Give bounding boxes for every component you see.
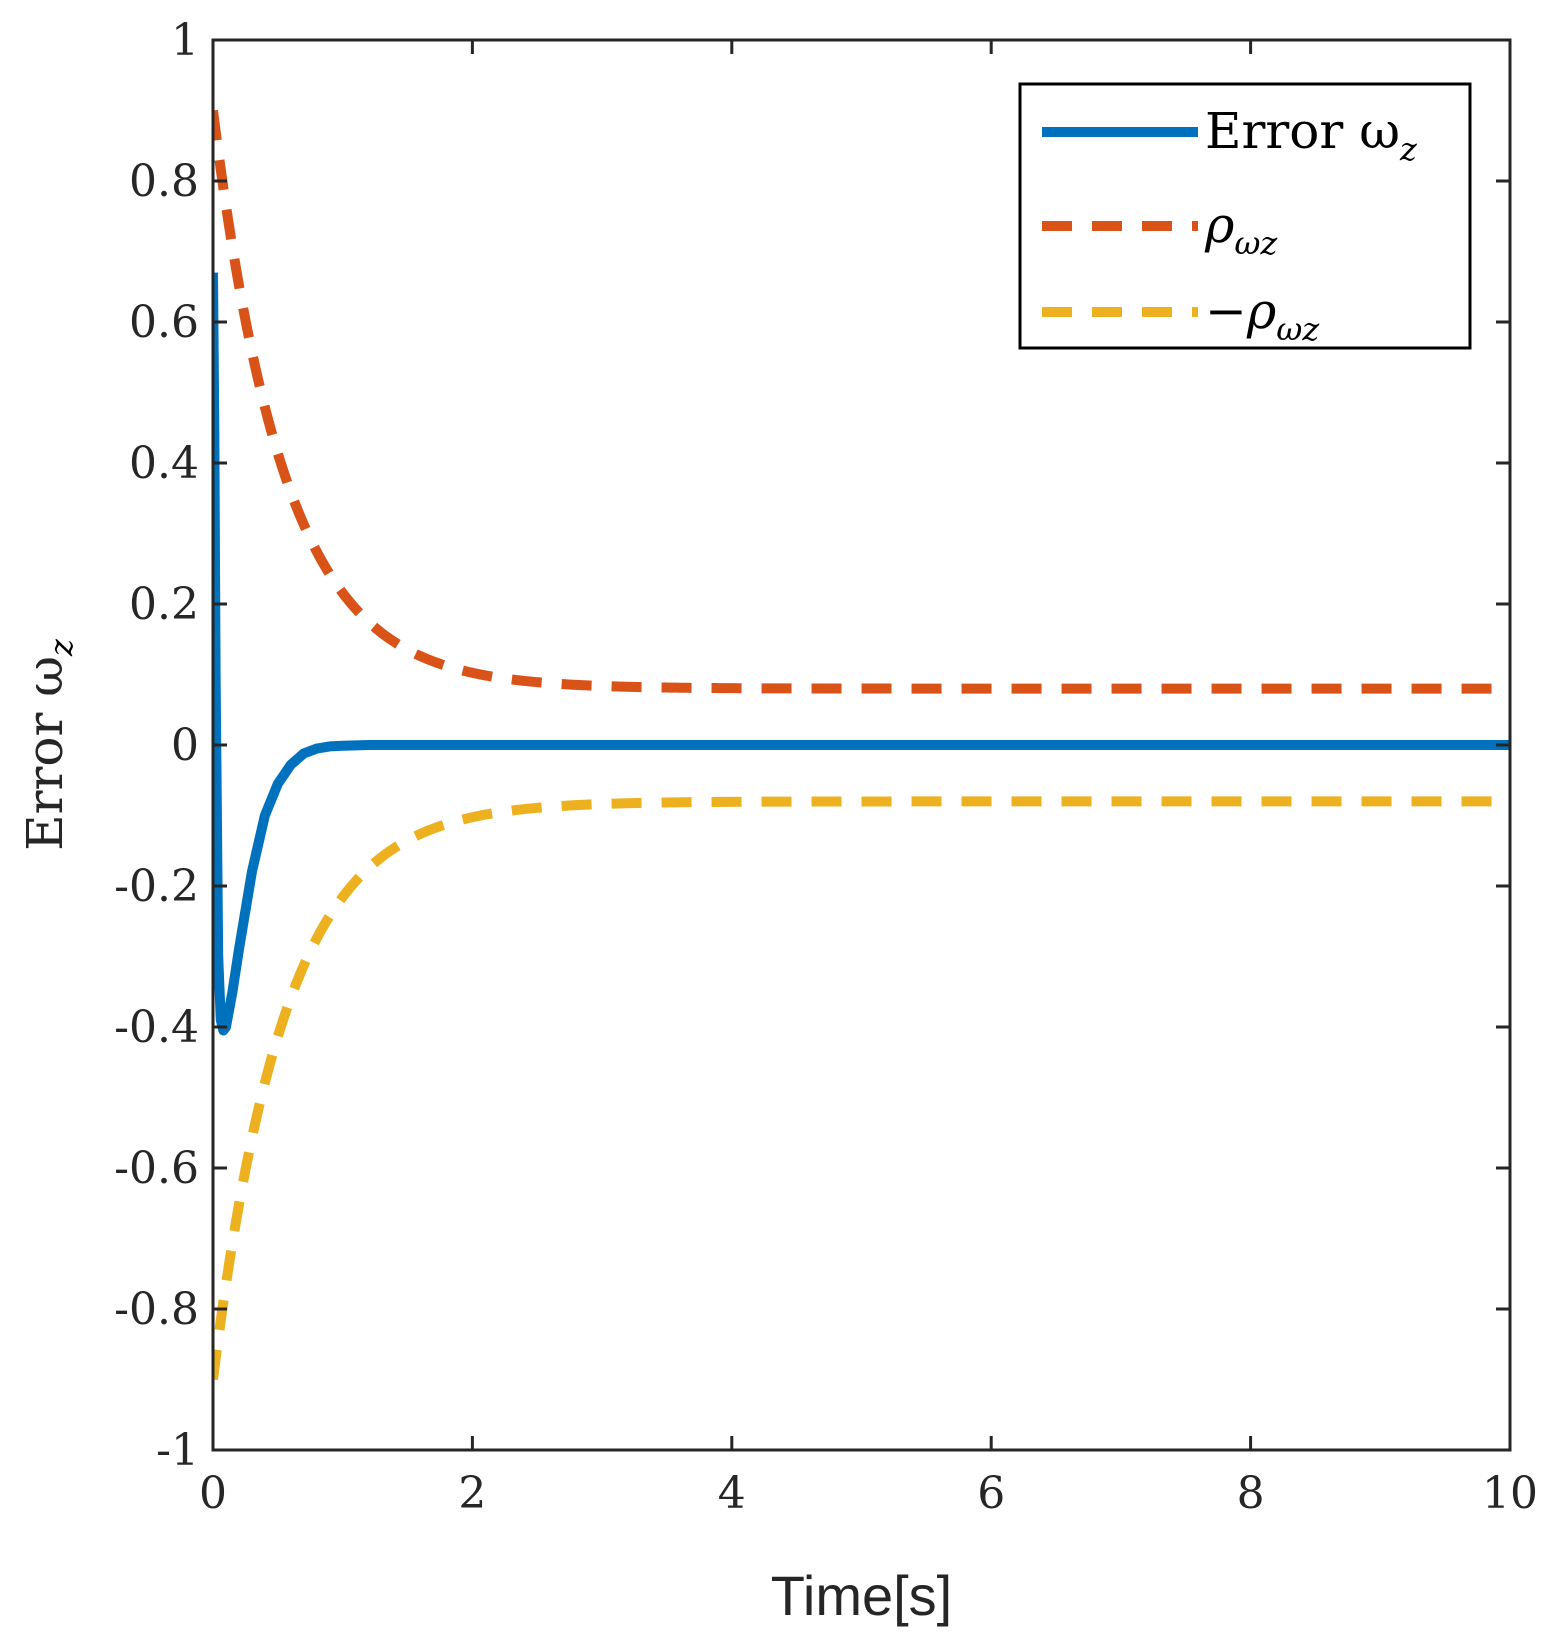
ticks-layer (211, 38, 1512, 1452)
legend-label: ρωz (1204, 196, 1279, 262)
x-tick-label: 0 (199, 1468, 227, 1519)
y-tick-label: 0.8 (129, 156, 199, 207)
y-tick-label: -0.6 (114, 1143, 199, 1194)
legend-item: Error ωz (1042, 102, 1418, 168)
y-tick-label: 1 (171, 15, 199, 66)
x-tick-label: 8 (1237, 1468, 1265, 1519)
x-axis-title: Time[s] (771, 1564, 952, 1627)
y-tick-label: 0.2 (129, 579, 199, 630)
legend-label: −ρωz (1205, 282, 1320, 348)
y-tick-label: -1 (156, 1425, 199, 1476)
series-line-error (213, 272, 1510, 1036)
svg-text:Error ωz: Error ωz (16, 638, 80, 851)
y-axis-title-main: Error ω (16, 656, 74, 851)
legend: Error ωz ρωz −ρωz (1018, 82, 1472, 350)
y-tick-label: -0.4 (114, 1002, 199, 1053)
y-axis-title-sub: z (42, 638, 80, 657)
y-tick-label: 0 (171, 720, 199, 771)
legend-item: ρωz (1042, 196, 1279, 262)
y-tick-label: 0.4 (129, 438, 199, 489)
y-tick-label: 0.6 (129, 297, 199, 348)
tick-labels: 0 2 4 6 8 10 1 0.8 0.6 0.4 0.2 0 -0.2 -0.4 -0.6 -0.8 -1 (114, 15, 1538, 1519)
y-axis-title: Error ωz (16, 638, 80, 851)
legend-item: −ρωz (1042, 282, 1320, 348)
series-line-rho (213, 109, 1510, 694)
series-layer (213, 109, 1510, 1381)
y-tick-label: -0.8 (114, 1284, 199, 1335)
x-tick-label: 4 (718, 1468, 746, 1519)
x-tick-label: 10 (1482, 1468, 1538, 1519)
x-tick-label: 6 (977, 1468, 1005, 1519)
x-tick-label: 2 (458, 1468, 486, 1519)
legend-label: Error ωz (1205, 102, 1418, 168)
y-tick-label: -0.2 (114, 861, 199, 912)
series-line-neg-rho (213, 796, 1510, 1381)
